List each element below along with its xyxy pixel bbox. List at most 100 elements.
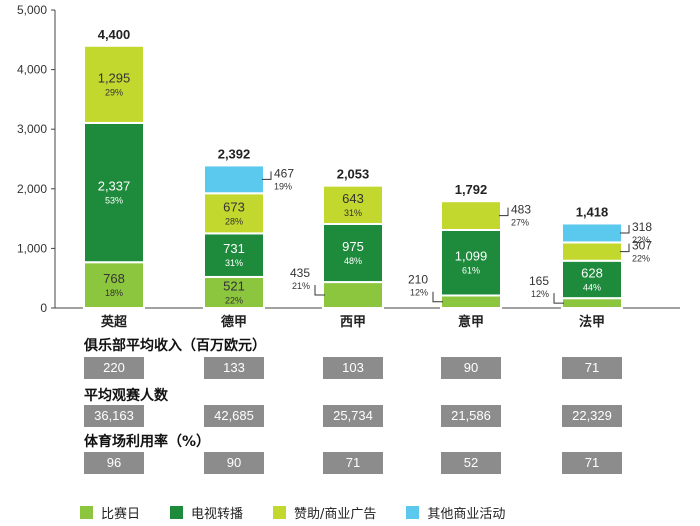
total-label: 4,400 [98, 27, 131, 42]
y-tick-label: 0 [40, 301, 47, 315]
bar-segment [440, 294, 502, 310]
total-label: 1,418 [576, 204, 609, 219]
legend-item-other-commercial: 其他商业活动 [406, 503, 505, 522]
legend-label-broadcast: 电视转播 [191, 507, 244, 522]
data-label-pct: 29% [105, 87, 123, 97]
bar-segment [322, 281, 384, 310]
bar-segment [561, 222, 623, 244]
leader-line [432, 291, 443, 303]
legend-swatch-matchday [80, 506, 93, 519]
leader-line [499, 207, 509, 217]
bar-segment [83, 261, 145, 310]
legend-item-sponsorship: 赞助/商业广告 [273, 503, 376, 522]
legend-item-broadcast: 电视转播 [170, 503, 243, 522]
y-tick-label: 1,000 [17, 241, 47, 255]
stat-title-attendance: 平均观赛人数 [84, 388, 168, 404]
stat-title-stadium-utilization: 体育场利用率（%） [84, 434, 211, 450]
bar-segment [203, 232, 265, 278]
chart-legend: 比赛日 电视转播 赞助/商业广告 其他商业活动 [80, 503, 535, 522]
stat-box-stadium-utilization: 71 [323, 452, 383, 474]
bar-segment [203, 164, 265, 195]
x-category-label: 英超 [100, 314, 128, 329]
leader-line [620, 243, 630, 253]
data-label-value: 483 [511, 203, 531, 217]
y-tick-label: 4,000 [17, 63, 47, 77]
data-label-pct: 28% [225, 216, 243, 226]
total-label: 1,792 [455, 182, 488, 197]
data-label-value: 165 [529, 274, 549, 288]
data-label-pct: 22% [225, 295, 243, 305]
stat-box-revenue: 103 [323, 357, 383, 379]
stat-box-attendance: 25,734 [323, 405, 383, 427]
data-label-pct: 53% [105, 196, 123, 206]
data-label-pct: 12% [410, 288, 428, 298]
leader-line [553, 293, 564, 304]
legend-label-matchday: 比赛日 [101, 507, 141, 522]
data-label-value: 673 [223, 199, 245, 214]
bar-segment [561, 259, 623, 300]
data-label-value: 975 [342, 239, 364, 254]
data-label-pct: 18% [105, 288, 123, 298]
data-label-pct: 22% [632, 254, 650, 264]
bar-segment [561, 241, 623, 262]
stat-box-stadium-utilization: 52 [441, 452, 501, 474]
stat-box-stadium-utilization: 71 [562, 452, 622, 474]
total-label: 2,053 [337, 167, 370, 182]
bar-segment [561, 297, 623, 309]
legend-label-sponsorship: 赞助/商业广告 [294, 507, 377, 522]
bar-segment [322, 184, 384, 225]
leader-line [314, 285, 325, 296]
stat-box-revenue: 220 [84, 357, 144, 379]
x-category-label: 法甲 [579, 314, 605, 329]
data-label-value: 643 [342, 191, 364, 206]
legend-label-other-commercial: 其他商业活动 [427, 507, 506, 522]
stat-box-attendance: 21,586 [441, 405, 501, 427]
stat-box-stadium-utilization: 96 [84, 452, 144, 474]
data-label-pct: 22% [632, 235, 650, 245]
data-label-pct: 21% [292, 281, 310, 291]
data-label-value: 467 [274, 166, 294, 180]
x-category-label: 意甲 [458, 314, 484, 329]
total-label: 2,392 [218, 146, 251, 161]
data-label-pct: 31% [225, 258, 243, 268]
bar-segment [83, 121, 145, 264]
data-label-value: 1,295 [98, 70, 131, 85]
data-label-value: 1,099 [455, 249, 488, 264]
y-tick-label: 5,000 [17, 3, 47, 17]
stat-box-attendance: 36,163 [84, 405, 144, 427]
data-label-value: 2,337 [98, 179, 131, 194]
data-label-value: 307 [632, 239, 652, 253]
stat-title-revenue: 俱乐部平均收入（百万欧元） [84, 338, 266, 354]
y-tick-label: 3,000 [17, 122, 47, 136]
leader-line [620, 224, 630, 234]
stat-box-stadium-utilization: 90 [204, 452, 264, 474]
stat-box-revenue: 133 [204, 357, 264, 379]
data-label-value: 628 [581, 265, 603, 280]
data-label-value: 731 [223, 241, 245, 256]
legend-item-matchday: 比赛日 [80, 503, 140, 522]
stat-box-attendance: 22,329 [562, 405, 622, 427]
stat-box-revenue: 90 [441, 357, 501, 379]
data-label-value: 521 [223, 278, 245, 293]
y-tick-label: 2,000 [17, 182, 47, 196]
leader-line [262, 171, 272, 180]
data-label-pct: 31% [344, 208, 362, 218]
data-label-value: 768 [103, 271, 125, 286]
stat-box-revenue: 71 [562, 357, 622, 379]
data-label-value: 435 [290, 266, 310, 280]
x-category-label: 西甲 [340, 314, 366, 329]
bar-segment [322, 222, 384, 284]
bar-segment [83, 44, 145, 124]
data-label-pct: 48% [344, 256, 362, 266]
legend-swatch-broadcast [170, 506, 184, 519]
data-label-pct: 44% [583, 282, 601, 292]
data-label-pct: 61% [462, 266, 480, 276]
data-label-pct: 27% [511, 218, 529, 228]
stacked-bar-chart: 0 1,000 2,000 3,000 4,000 5,000 768 18% 2,337 53%… [17, 3, 680, 329]
data-label-pct: 12% [531, 289, 549, 299]
data-label-pct: 19% [274, 181, 292, 191]
data-label-value: 318 [632, 220, 652, 234]
bar-segment [440, 200, 502, 231]
legend-swatch-sponsorship [273, 506, 287, 519]
data-label-value: 210 [408, 273, 428, 287]
